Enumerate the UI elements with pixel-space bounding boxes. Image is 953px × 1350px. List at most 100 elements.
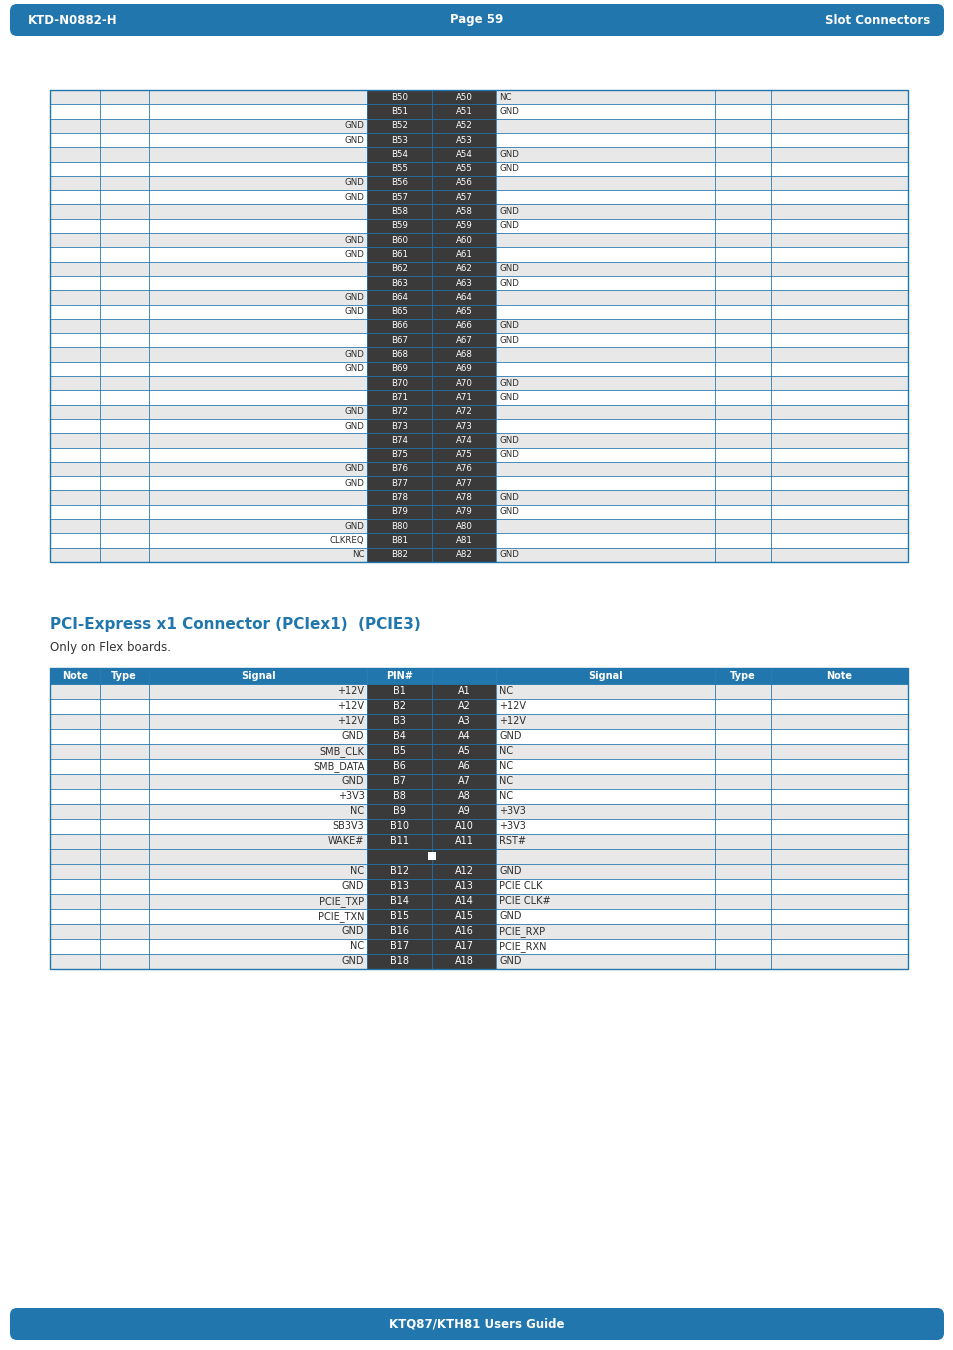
Text: A58: A58	[456, 207, 472, 216]
Bar	[770, 909, 907, 923]
Bar	[50, 90, 907, 104]
Bar	[149, 849, 367, 864]
Text: B57: B57	[391, 193, 408, 201]
Text: A63: A63	[456, 278, 472, 288]
Bar	[367, 119, 432, 132]
Bar	[100, 219, 149, 234]
Bar	[367, 548, 432, 562]
Bar	[50, 390, 100, 405]
Bar	[50, 490, 100, 505]
Bar	[714, 176, 770, 190]
Bar	[496, 477, 714, 490]
Bar	[149, 759, 367, 774]
Bar	[496, 462, 714, 477]
Text: A1: A1	[457, 686, 470, 697]
Text: +12V: +12V	[337, 717, 364, 726]
Text: A60: A60	[456, 236, 472, 244]
Bar	[770, 533, 907, 548]
Bar	[50, 147, 100, 162]
Bar	[770, 132, 907, 147]
Text: B81: B81	[391, 536, 408, 545]
Bar	[50, 668, 907, 969]
Text: +3V3: +3V3	[498, 821, 525, 832]
Bar	[100, 923, 149, 938]
Bar	[149, 834, 367, 849]
Bar	[149, 147, 367, 162]
Text: KTQ87/KTH81 Users Guide: KTQ87/KTH81 Users Guide	[389, 1318, 564, 1331]
Text: KTD-N0882-H: KTD-N0882-H	[28, 14, 117, 27]
Bar	[50, 405, 100, 418]
Text: GND: GND	[498, 450, 518, 459]
Text: WAKE#: WAKE#	[328, 837, 364, 846]
Text: B76: B76	[391, 464, 408, 474]
Bar	[714, 774, 770, 788]
Bar	[50, 684, 100, 699]
Text: Page 59: Page 59	[450, 14, 503, 27]
Bar	[432, 305, 496, 319]
Text: PCIE_RXN: PCIE_RXN	[498, 941, 546, 952]
Bar	[367, 505, 432, 518]
Text: B13: B13	[390, 882, 409, 891]
Bar	[149, 333, 367, 347]
Bar	[367, 147, 496, 162]
Text: A69: A69	[456, 364, 472, 374]
Bar	[714, 879, 770, 894]
Bar	[50, 938, 100, 954]
Bar	[149, 923, 367, 938]
Bar	[367, 377, 496, 390]
Bar	[770, 204, 907, 219]
Bar	[367, 262, 432, 275]
Bar	[496, 834, 714, 849]
Bar	[149, 447, 367, 462]
Bar	[367, 176, 432, 190]
Text: A81: A81	[456, 536, 472, 545]
Text: B18: B18	[390, 956, 409, 967]
Bar	[496, 390, 714, 405]
Bar	[770, 234, 907, 247]
Bar	[50, 162, 907, 176]
Text: B53: B53	[391, 135, 408, 144]
Bar	[149, 390, 367, 405]
Bar	[496, 954, 714, 969]
Bar	[714, 362, 770, 377]
Bar	[770, 447, 907, 462]
Bar	[770, 849, 907, 864]
Bar	[432, 788, 496, 803]
Bar	[149, 774, 367, 788]
Bar	[367, 347, 432, 362]
Bar	[770, 162, 907, 176]
Bar	[367, 462, 432, 477]
Bar	[50, 774, 907, 788]
Bar	[50, 347, 100, 362]
Bar	[770, 819, 907, 834]
Bar	[496, 774, 714, 788]
Bar	[367, 290, 496, 305]
Text: GND: GND	[341, 882, 364, 891]
Bar	[367, 744, 496, 759]
Bar	[714, 275, 770, 290]
Bar	[432, 447, 496, 462]
Bar	[714, 147, 770, 162]
Bar	[50, 518, 907, 533]
Bar	[432, 204, 496, 219]
Bar	[432, 190, 496, 204]
Bar	[367, 234, 432, 247]
Bar	[770, 864, 907, 879]
Bar	[770, 319, 907, 333]
Bar	[432, 729, 496, 744]
Bar	[100, 162, 149, 176]
Bar	[432, 684, 496, 699]
Bar	[367, 548, 496, 562]
Bar	[50, 759, 100, 774]
Bar	[149, 234, 367, 247]
Bar	[367, 333, 432, 347]
Text: GND: GND	[344, 421, 364, 431]
Text: GND: GND	[498, 165, 518, 173]
Bar	[432, 247, 496, 262]
Bar	[770, 247, 907, 262]
Bar	[50, 447, 907, 462]
Bar	[50, 490, 907, 505]
Text: GND: GND	[498, 732, 521, 741]
Bar	[496, 849, 714, 864]
Bar	[50, 176, 907, 190]
